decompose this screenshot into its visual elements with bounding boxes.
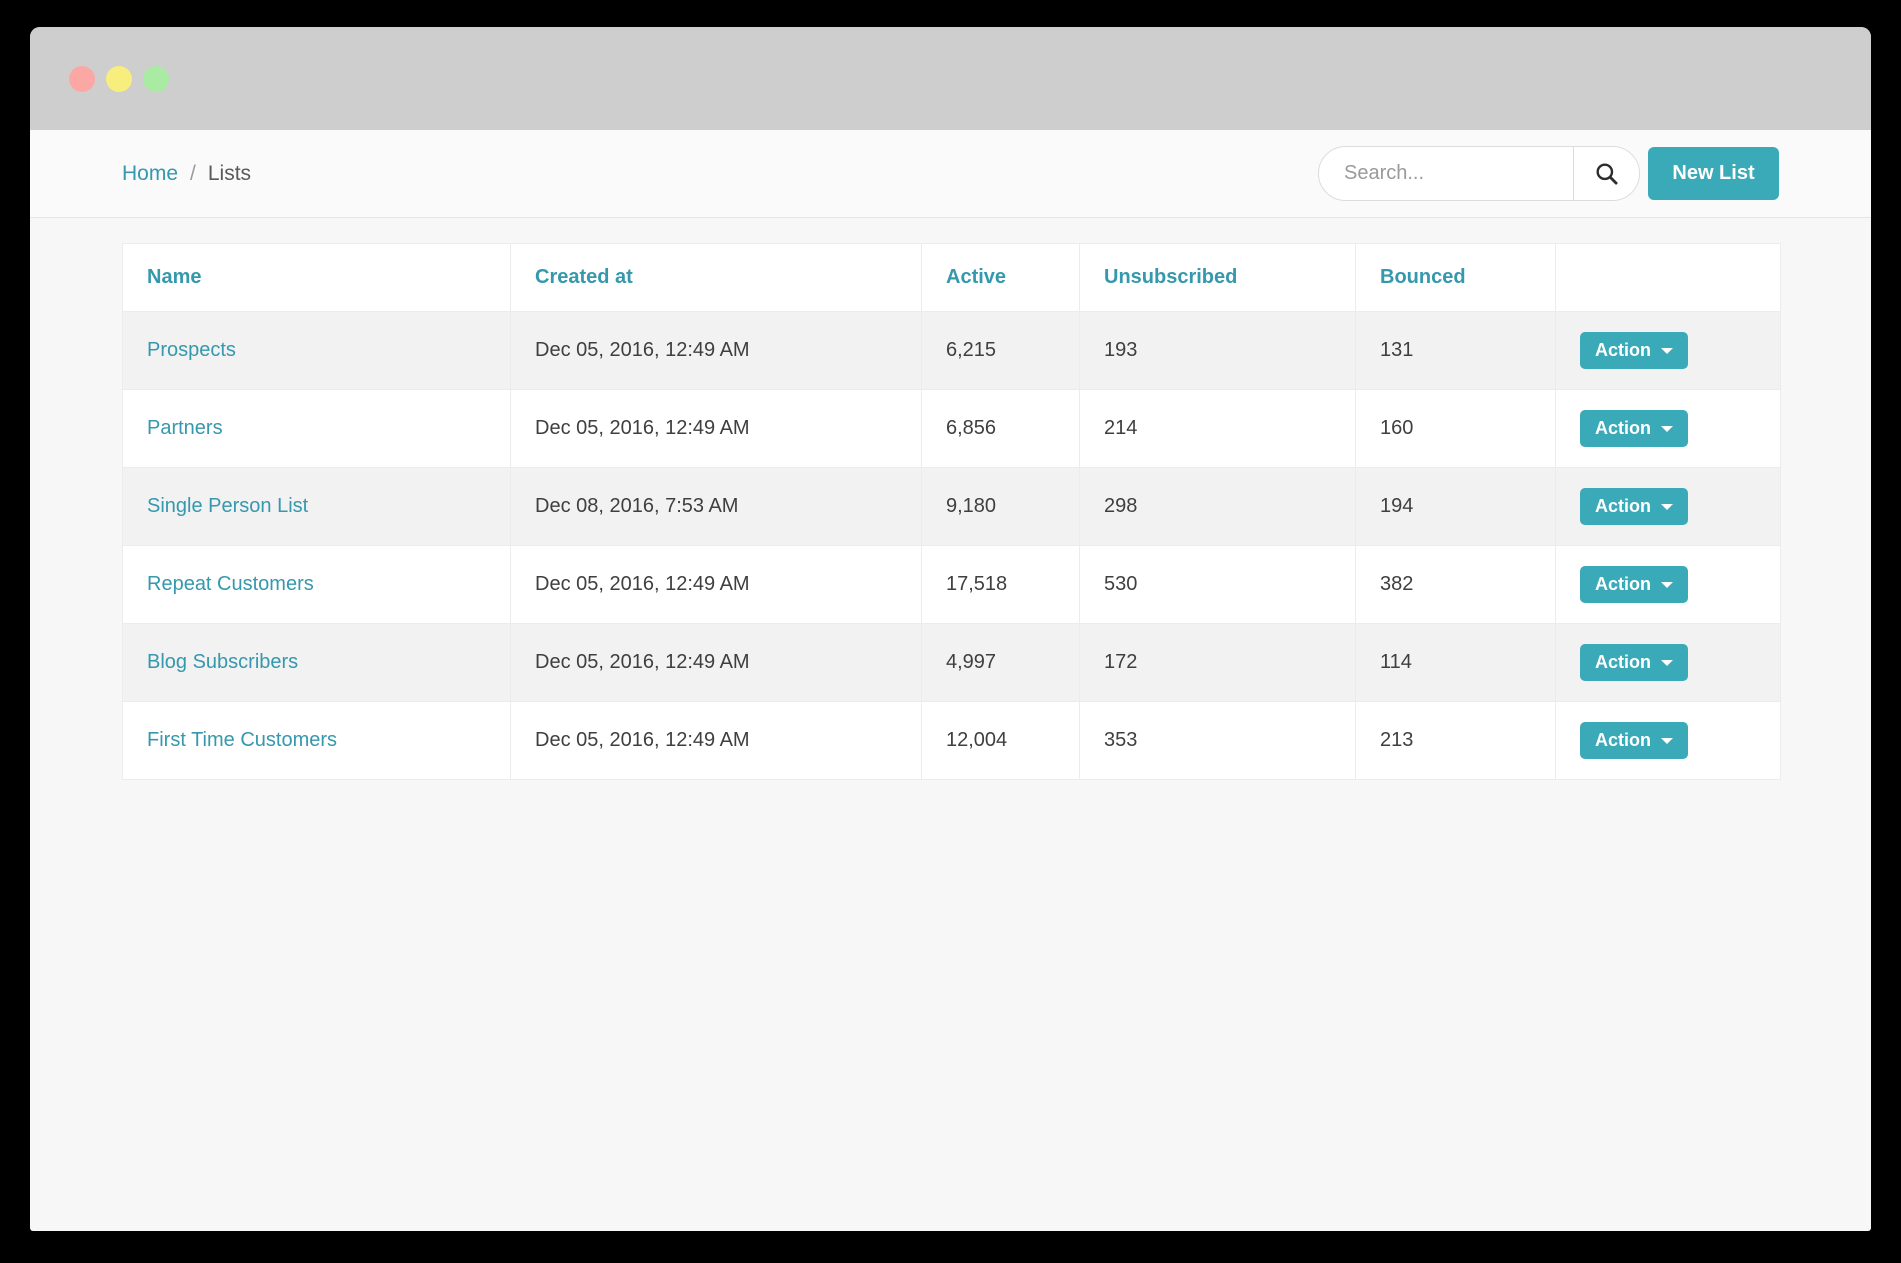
action-button-label: Action — [1595, 496, 1651, 516]
name-cell: Partners — [122, 389, 511, 468]
action-button-label: Action — [1595, 730, 1651, 750]
unsubscribed-count-cell: 172 — [1079, 623, 1356, 702]
table-header-row: Name Created at Active Unsubscribed Boun… — [122, 243, 1781, 312]
search-button[interactable] — [1573, 147, 1639, 200]
action-cell: Action — [1555, 701, 1781, 780]
active-count-cell: 6,215 — [921, 311, 1080, 390]
action-button-label: Action — [1595, 340, 1651, 360]
active-count-cell: 12,004 — [921, 701, 1080, 780]
created-at-cell: Dec 05, 2016, 12:49 AM — [510, 311, 922, 390]
action-cell: Action — [1555, 545, 1781, 624]
list-name-link[interactable]: First Time Customers — [147, 729, 338, 751]
column-header-actions — [1555, 243, 1781, 312]
action-cell: Action — [1555, 389, 1781, 468]
column-header-created-at: Created at — [510, 243, 922, 312]
action-cell: Action — [1555, 467, 1781, 546]
list-name-link[interactable]: Single Person List — [147, 495, 309, 517]
list-name-link[interactable]: Repeat Customers — [147, 573, 314, 595]
search-input[interactable] — [1319, 147, 1573, 200]
table-row: First Time Customers Dec 05, 2016, 12:49… — [122, 701, 1781, 780]
chevron-down-icon — [1661, 737, 1673, 744]
browser-window: Home / Lists New List — [30, 27, 1871, 1231]
breadcrumb-current-page: Lists — [207, 161, 252, 185]
header-actions: New List — [1318, 146, 1779, 201]
column-header-bounced: Bounced — [1355, 243, 1556, 312]
bounced-count-cell: 382 — [1355, 545, 1556, 624]
table-row: Prospects Dec 05, 2016, 12:49 AM 6,215 1… — [122, 311, 1781, 390]
action-button-label: Action — [1595, 652, 1651, 672]
list-name-link[interactable]: Prospects — [147, 339, 236, 361]
created-at-cell: Dec 05, 2016, 12:49 AM — [510, 545, 922, 624]
unsubscribed-count-cell: 530 — [1079, 545, 1356, 624]
page-header: Home / Lists New List — [30, 130, 1871, 218]
name-cell: Repeat Customers — [122, 545, 511, 624]
chevron-down-icon — [1661, 347, 1673, 354]
created-at-cell: Dec 05, 2016, 12:49 AM — [510, 389, 922, 468]
bounced-count-cell: 213 — [1355, 701, 1556, 780]
action-button[interactable]: Action — [1580, 644, 1688, 681]
created-at-cell: Dec 08, 2016, 7:53 AM — [510, 467, 922, 546]
bounced-count-cell: 114 — [1355, 623, 1556, 702]
active-count-cell: 4,997 — [921, 623, 1080, 702]
action-button[interactable]: Action — [1580, 722, 1688, 759]
name-cell: Blog Subscribers — [122, 623, 511, 702]
bounced-count-cell: 194 — [1355, 467, 1556, 546]
action-cell: Action — [1555, 623, 1781, 702]
column-header-active: Active — [921, 243, 1080, 312]
table-row: Blog Subscribers Dec 05, 2016, 12:49 AM … — [122, 623, 1781, 702]
bounced-count-cell: 160 — [1355, 389, 1556, 468]
name-cell: Prospects — [122, 311, 511, 390]
window-close-button[interactable] — [69, 65, 95, 92]
action-button[interactable]: Action — [1580, 488, 1688, 525]
unsubscribed-count-cell: 214 — [1079, 389, 1356, 468]
chevron-down-icon — [1661, 581, 1673, 588]
window-zoom-button[interactable] — [143, 65, 169, 92]
name-cell: Single Person List — [122, 467, 511, 546]
name-cell: First Time Customers — [122, 701, 511, 780]
column-header-unsubscribed: Unsubscribed — [1079, 243, 1356, 312]
created-at-cell: Dec 05, 2016, 12:49 AM — [510, 701, 922, 780]
action-button-label: Action — [1595, 574, 1651, 594]
active-count-cell: 6,856 — [921, 389, 1080, 468]
chevron-down-icon — [1661, 503, 1673, 510]
action-button[interactable]: Action — [1580, 410, 1688, 447]
action-button[interactable]: Action — [1580, 332, 1688, 369]
table-row: Partners Dec 05, 2016, 12:49 AM 6,856 21… — [122, 389, 1781, 468]
action-cell: Action — [1555, 311, 1781, 390]
table-row: Single Person List Dec 08, 2016, 7:53 AM… — [122, 467, 1781, 546]
bounced-count-cell: 131 — [1355, 311, 1556, 390]
action-button-label: Action — [1595, 418, 1651, 438]
action-button[interactable]: Action — [1580, 566, 1688, 603]
chevron-down-icon — [1661, 425, 1673, 432]
active-count-cell: 9,180 — [921, 467, 1080, 546]
lists-table: Name Created at Active Unsubscribed Boun… — [122, 243, 1781, 780]
list-name-link[interactable]: Blog Subscribers — [147, 651, 299, 673]
new-list-button[interactable]: New List — [1648, 147, 1779, 200]
window-minimize-button[interactable] — [106, 65, 132, 92]
unsubscribed-count-cell: 298 — [1079, 467, 1356, 546]
breadcrumb-home-link[interactable]: Home — [122, 161, 179, 185]
chevron-down-icon — [1661, 659, 1673, 666]
table-body: Prospects Dec 05, 2016, 12:49 AM 6,215 1… — [122, 311, 1781, 780]
breadcrumb-separator: / — [190, 161, 196, 185]
created-at-cell: Dec 05, 2016, 12:49 AM — [510, 623, 922, 702]
search-icon — [1595, 162, 1618, 185]
main-content: Name Created at Active Unsubscribed Boun… — [30, 218, 1871, 780]
window-titlebar — [30, 27, 1871, 130]
search-group — [1318, 146, 1640, 201]
breadcrumb: Home / Lists — [122, 162, 251, 186]
list-name-link[interactable]: Partners — [147, 417, 223, 439]
column-header-name: Name — [122, 243, 511, 312]
active-count-cell: 17,518 — [921, 545, 1080, 624]
unsubscribed-count-cell: 193 — [1079, 311, 1356, 390]
table-row: Repeat Customers Dec 05, 2016, 12:49 AM … — [122, 545, 1781, 624]
unsubscribed-count-cell: 353 — [1079, 701, 1356, 780]
